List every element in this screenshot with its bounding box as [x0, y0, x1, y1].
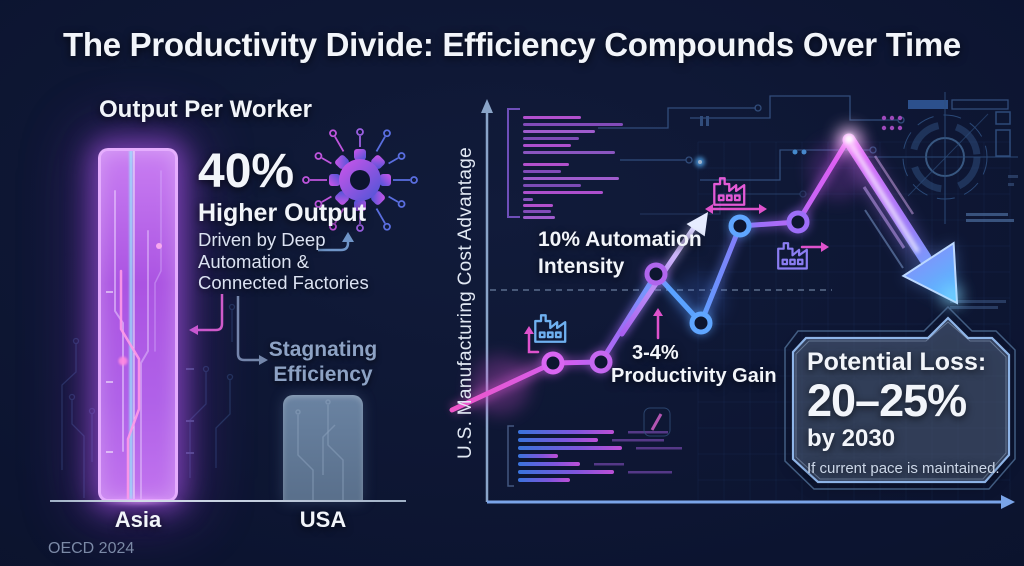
callout-content: Potential Loss: 20–25% by 2030 If curren…	[807, 348, 1005, 477]
hud-reticle	[852, 92, 1018, 309]
stat-description-line: Driven by Deep	[198, 229, 326, 250]
crash-arrow	[837, 127, 961, 305]
stat-description: Driven by Deep Automation & Connected Fa…	[198, 229, 369, 294]
annotation-productivity-line: Productivity Gain	[611, 365, 777, 387]
automation-gear-icon	[302, 128, 418, 232]
annotation-automation: 10% Automation Intensity	[538, 227, 702, 280]
circuit-traces-top	[598, 95, 1009, 215]
stat-caption: Higher Output	[198, 199, 367, 227]
usa-caption-line: Efficiency	[273, 362, 373, 386]
factory-icon	[534, 314, 567, 343]
shield-badge-icon	[643, 407, 671, 437]
chart-axes	[481, 99, 1015, 509]
callout-title: Potential Loss:	[807, 348, 987, 376]
usa-caption-line: Stagnating	[268, 338, 378, 361]
page-title: The Productivity Divide: Efficiency Comp…	[63, 26, 961, 63]
bar-asia-circuitry	[106, 151, 162, 499]
bar-label-usa: USA	[299, 507, 347, 532]
callout-box	[784, 305, 1016, 490]
usa-caption: Stagnating Efficiency	[268, 338, 378, 387]
callout-value: 20–25%	[807, 375, 967, 426]
stat-description-line: Automation &	[198, 250, 310, 272]
stat-description-line: Connected Factories	[198, 272, 369, 293]
source-citation: OECD 2024	[48, 540, 135, 557]
bar-usa	[283, 395, 363, 502]
code-overlay	[507, 108, 623, 219]
annotation-automation-line: Intensity	[538, 254, 625, 278]
data-point-nodes	[539, 208, 812, 377]
callout-condition: If current pace is maintained.	[807, 459, 1000, 477]
bar-chart-baseline	[50, 500, 406, 502]
bar-asia	[98, 148, 178, 502]
callout-timeframe: by 2030	[807, 424, 896, 452]
circuit-traces-left	[61, 303, 236, 498]
y-axis-label: U.S. Manufacturing Cost Advantage	[455, 147, 476, 459]
annotation-arrows	[189, 232, 354, 365]
annotation-automation-line: 10% Automation	[538, 228, 702, 251]
annotation-productivity-line: 3-4%	[632, 342, 679, 364]
stat-value: 40%	[198, 145, 295, 198]
bar-label-asia: Asia	[114, 507, 162, 532]
bar-usa-circuitry	[295, 399, 344, 502]
dataviz-mini-bars	[507, 407, 682, 487]
annotation-productivity: 3-4% Productivity Gain	[611, 342, 777, 388]
left-chart-heading: Output Per Worker	[99, 96, 312, 123]
factory-icons	[524, 177, 829, 354]
factory-icon	[713, 177, 746, 206]
